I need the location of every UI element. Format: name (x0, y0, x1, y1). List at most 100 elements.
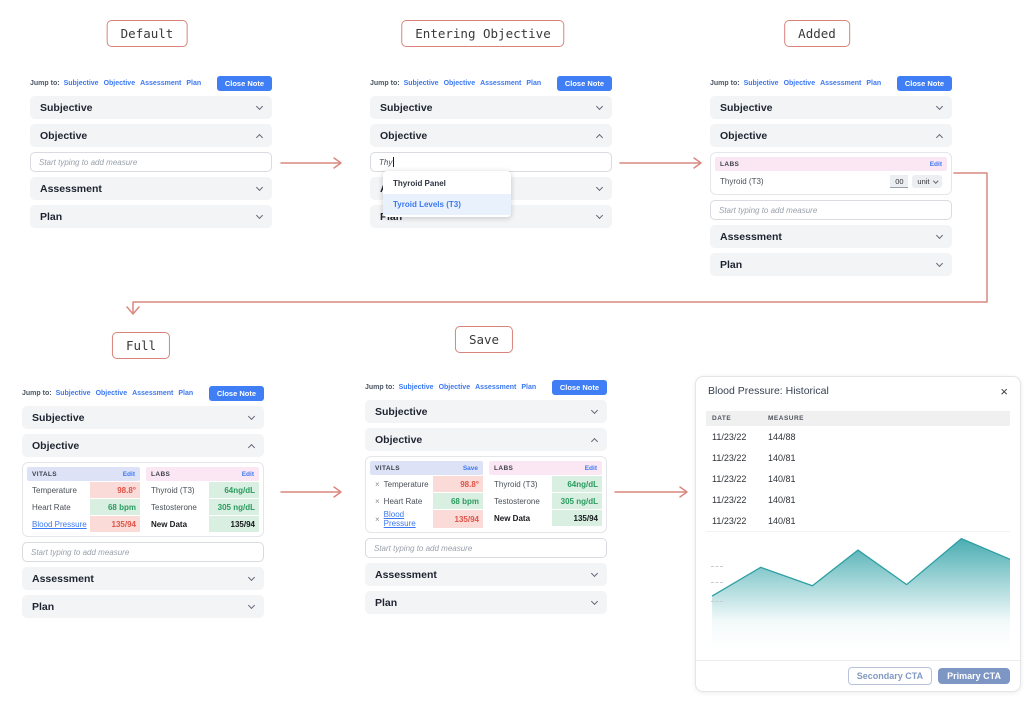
accordion-plan[interactable]: Plan (22, 595, 264, 618)
jump-link-objective[interactable]: Objective (783, 80, 816, 87)
accordion-objective[interactable]: Objective (710, 124, 952, 147)
accordion-plan[interactable]: Plan (710, 253, 952, 276)
chevron-down-icon (247, 601, 256, 610)
measure-name: × Heart Rate (370, 493, 422, 509)
measure-input-typing[interactable]: Thy (370, 152, 612, 172)
suggestion-thyroid-panel[interactable]: Thyroid Panel (393, 179, 446, 188)
jump-link-plan[interactable]: Plan (178, 390, 194, 397)
typed-query: Thy (379, 157, 393, 167)
chevron-up-icon (935, 133, 944, 141)
jump-link-objective[interactable]: Objective (95, 390, 128, 397)
measure-value-input[interactable] (890, 175, 909, 188)
blood-pressure-link[interactable]: Blood Pressure (383, 510, 416, 528)
accordion-label: Assessment (32, 572, 94, 585)
jump-link-plan[interactable]: Plan (521, 384, 537, 391)
labs-edit-link[interactable]: Edit (584, 464, 597, 472)
cell-date: 11/23/22 (712, 452, 747, 463)
jump-link-objective[interactable]: Objective (103, 80, 136, 87)
measure-name: Thyroid (T3) (494, 479, 538, 489)
close-note-button[interactable]: Close Note (208, 386, 264, 401)
jump-link-assessment[interactable]: Assessment (140, 80, 182, 87)
measure-value: 305 ng/dL (209, 499, 259, 515)
accordion-subjective[interactable]: Subjective (30, 96, 272, 119)
jump-link-objective[interactable]: Objective (443, 80, 476, 87)
jump-link-subjective[interactable]: Subjective (403, 80, 439, 87)
close-note-button[interactable]: Close Note (216, 76, 272, 91)
table-row: 11/23/22 140/81 (706, 468, 1010, 489)
accordion-assessment[interactable]: Assessment (22, 567, 264, 590)
accordion-objective[interactable]: Objective (370, 124, 612, 147)
jump-link-assessment[interactable]: Assessment (480, 80, 522, 87)
vitals-save-link[interactable]: Save (462, 464, 478, 472)
cell-measure: 140/81 (768, 452, 796, 463)
measure-name: × Blood Pressure (370, 510, 433, 528)
jump-link-objective[interactable]: Objective (438, 384, 471, 391)
close-note-button[interactable]: Close Note (551, 380, 607, 395)
flow-arrowhead-down (126, 306, 140, 315)
jump-link-assessment[interactable]: Assessment (475, 384, 517, 391)
chevron-down-icon (590, 569, 599, 578)
accordion-plan[interactable]: Plan (365, 591, 607, 614)
vitals-column: VITALS Edit Temperature 98.8° Heart Rate… (27, 467, 140, 532)
cell-measure: 140/81 (768, 494, 796, 505)
column-header-measure: MEASURE (768, 415, 805, 422)
accordion-subjective[interactable]: Subjective (365, 400, 607, 423)
jump-link-subjective[interactable]: Subjective (63, 80, 99, 87)
close-note-button[interactable]: Close Note (556, 76, 612, 91)
accordion-objective[interactable]: Objective (365, 428, 607, 451)
close-note-button[interactable]: Close Note (896, 76, 952, 91)
accordion-subjective[interactable]: Subjective (710, 96, 952, 119)
remove-icon[interactable]: × (375, 496, 380, 506)
chart-ticks (711, 534, 725, 649)
labs-card: LABS Edit Thyroid (T3) unit (710, 152, 952, 195)
accordion-plan[interactable]: Plan (30, 205, 272, 228)
chevron-up-icon (590, 437, 599, 445)
accordion-objective[interactable]: Objective (30, 124, 272, 147)
accordion-assessment[interactable]: Assessment (30, 177, 272, 200)
jump-link-plan[interactable]: Plan (186, 80, 202, 87)
measure-input[interactable] (22, 542, 264, 562)
measure-input[interactable] (365, 538, 607, 558)
jump-link-assessment[interactable]: Assessment (132, 390, 174, 397)
bp-chart (706, 534, 1010, 649)
vitals-header: VITALS Save (370, 461, 483, 475)
bp-history-table: DATE MEASURE 11/23/22 144/88 11/23/22 14… (706, 411, 1010, 532)
blood-pressure-link[interactable]: Blood Pressure (32, 519, 87, 529)
close-icon[interactable]: × (1000, 383, 1008, 399)
panel-entering-objective: Jump to: Subjective Objective Assessment… (370, 76, 612, 233)
remove-icon[interactable]: × (375, 479, 380, 489)
measures-card: VITALS Edit Temperature 98.8° Heart Rate… (22, 462, 264, 537)
accordion-subjective[interactable]: Subjective (22, 406, 264, 429)
remove-icon[interactable]: × (375, 514, 380, 524)
jump-link-plan[interactable]: Plan (526, 80, 542, 87)
bp-historical-modal: Blood Pressure: Historical × DATE MEASUR… (695, 376, 1021, 692)
jump-link-plan[interactable]: Plan (866, 80, 882, 87)
accordion-assessment[interactable]: Assessment (710, 225, 952, 248)
labs-edit-link[interactable]: Edit (929, 160, 942, 168)
jump-link-subjective[interactable]: Subjective (398, 384, 434, 391)
flow-arrowhead (679, 486, 688, 498)
measure-name: Temperature (32, 485, 77, 495)
measure-value: 135/94 (90, 516, 140, 532)
table-row: 11/23/22 140/81 (706, 510, 1010, 531)
measure-value: 135/94 (433, 510, 483, 528)
jump-link-subjective[interactable]: Subjective (743, 80, 779, 87)
primary-cta-button[interactable]: Primary CTA (938, 668, 1010, 684)
vitals-edit-link[interactable]: Edit (122, 470, 135, 478)
measure-input[interactable] (30, 152, 272, 172)
accordion-subjective[interactable]: Subjective (370, 96, 612, 119)
cell-date: 11/23/22 (712, 431, 747, 442)
unit-select[interactable]: unit (912, 175, 942, 188)
accordion-label: Assessment (720, 230, 782, 243)
chevron-down-icon (590, 406, 599, 415)
accordion-objective[interactable]: Objective (22, 434, 264, 457)
panel-default: Jump to: Subjective Objective Assessment… (30, 76, 272, 233)
accordion-assessment[interactable]: Assessment (365, 563, 607, 586)
measure-input[interactable] (710, 200, 952, 220)
suggestion-tyroid-levels-t3[interactable]: Tyroid Levels (T3) (383, 194, 511, 215)
chevron-down-icon (595, 102, 604, 111)
jump-link-subjective[interactable]: Subjective (55, 390, 91, 397)
secondary-cta-button[interactable]: Secondary CTA (847, 667, 933, 685)
labs-edit-link[interactable]: Edit (241, 470, 254, 478)
jump-link-assessment[interactable]: Assessment (820, 80, 862, 87)
